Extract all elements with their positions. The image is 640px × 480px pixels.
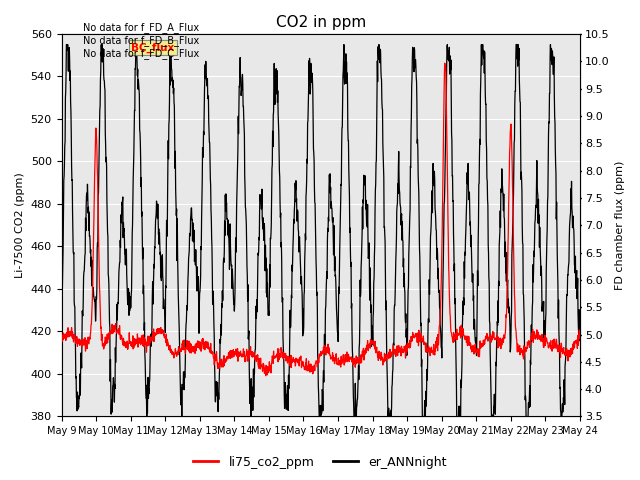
Y-axis label: FD chamber flux (ppm): FD chamber flux (ppm) bbox=[615, 160, 625, 290]
Title: CO2 in ppm: CO2 in ppm bbox=[276, 15, 366, 30]
Text: No data for f_FD_C_Flux: No data for f_FD_C_Flux bbox=[83, 48, 200, 60]
Y-axis label: Li-7500 CO2 (ppm): Li-7500 CO2 (ppm) bbox=[15, 172, 25, 278]
Text: No data for f_FD_B_Flux: No data for f_FD_B_Flux bbox=[83, 35, 200, 46]
Text: BC_flux: BC_flux bbox=[131, 42, 175, 53]
Text: No data for f_FD_A_Flux: No data for f_FD_A_Flux bbox=[83, 22, 199, 33]
Legend: li75_co2_ppm, er_ANNnight: li75_co2_ppm, er_ANNnight bbox=[188, 451, 452, 474]
